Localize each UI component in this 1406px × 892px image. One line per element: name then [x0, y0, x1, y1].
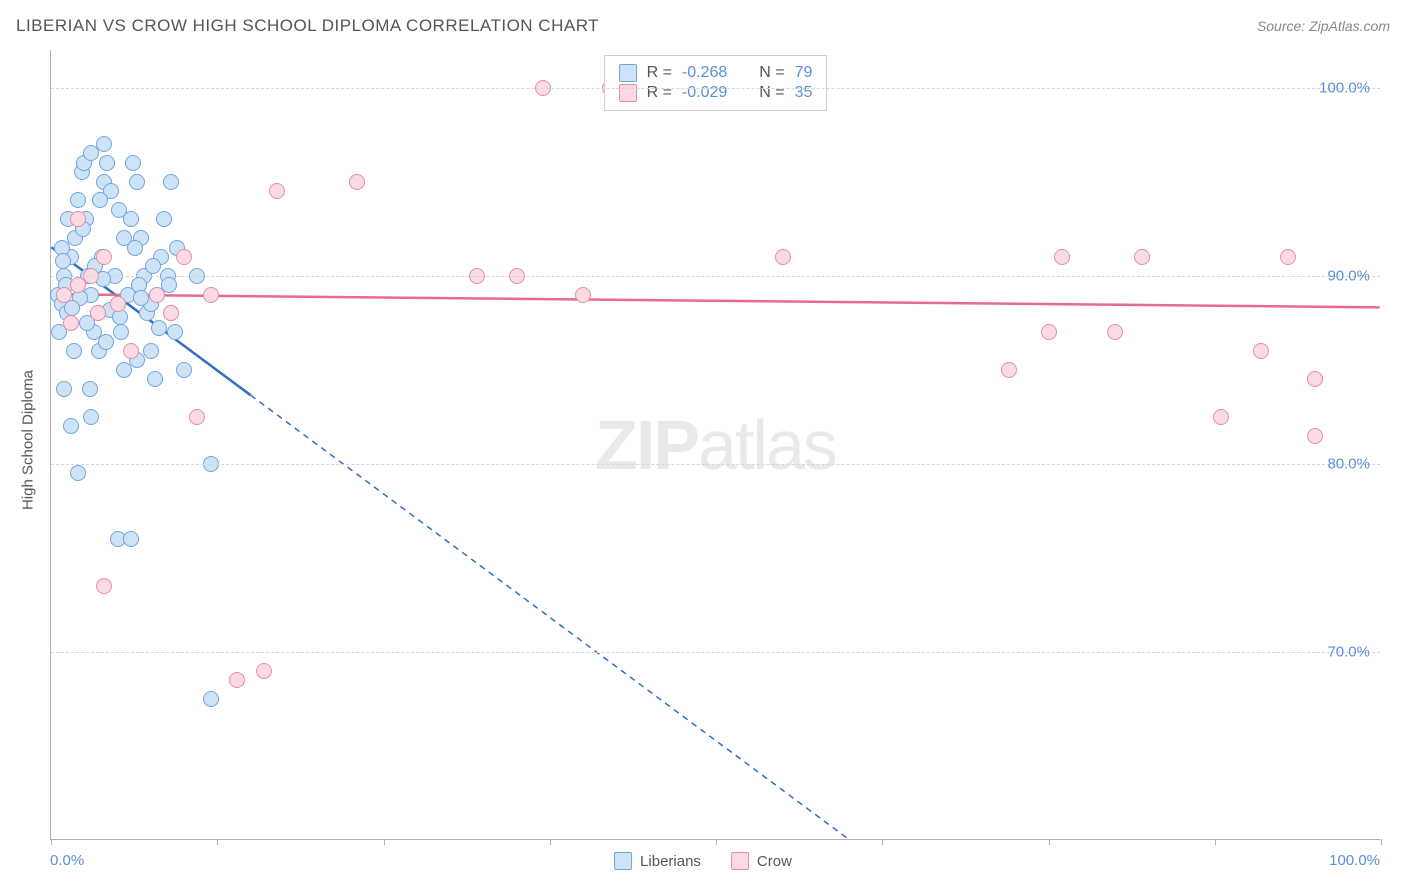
scatter-point [1280, 249, 1296, 265]
scatter-point [83, 145, 99, 161]
scatter-point [92, 192, 108, 208]
scatter-point [70, 211, 86, 227]
gridline [51, 652, 1380, 653]
legend-swatch-liberians [614, 852, 632, 870]
legend-item-liberians: Liberians [614, 852, 701, 870]
scatter-point [96, 249, 112, 265]
scatter-point [1307, 371, 1323, 387]
scatter-point [1307, 428, 1323, 444]
scatter-point [99, 155, 115, 171]
x-min-label: 0.0% [50, 852, 84, 869]
y-tick-label: 90.0% [1327, 267, 1370, 284]
x-tick [384, 839, 385, 845]
scatter-point [167, 324, 183, 340]
chart-header: LIBERIAN VS CROW HIGH SCHOOL DIPLOMA COR… [16, 12, 1390, 40]
scatter-point [176, 249, 192, 265]
x-tick [51, 839, 52, 845]
scatter-point [1107, 324, 1123, 340]
swatch-liberians [619, 64, 637, 82]
scatter-point [110, 296, 126, 312]
scatter-point [269, 183, 285, 199]
scatter-point [70, 465, 86, 481]
scatter-point [98, 334, 114, 350]
scatter-point [82, 381, 98, 397]
scatter-point [129, 174, 145, 190]
legend-item-crow: Crow [731, 852, 792, 870]
scatter-point [349, 174, 365, 190]
scatter-point [125, 155, 141, 171]
x-tick [550, 839, 551, 845]
scatter-point [96, 136, 112, 152]
y-tick-label: 70.0% [1327, 643, 1370, 660]
x-tick [1215, 839, 1216, 845]
scatter-point [56, 381, 72, 397]
stats-row-liberians: R = -0.268 N = 79 [619, 64, 813, 82]
scatter-point [229, 672, 245, 688]
scatter-point [111, 202, 127, 218]
scatter-point [1001, 362, 1017, 378]
scatter-point [1041, 324, 1057, 340]
scatter-point [63, 315, 79, 331]
scatter-point [55, 253, 71, 269]
scatter-point [1054, 249, 1070, 265]
scatter-point [1253, 343, 1269, 359]
plot-area: ZIPatlas R = -0.268 N = 79 R = -0.029 N … [50, 50, 1380, 840]
scatter-point [145, 258, 161, 274]
scatter-point [575, 287, 591, 303]
scatter-point [163, 174, 179, 190]
trend-lines [51, 50, 1380, 839]
stats-legend-box: R = -0.268 N = 79 R = -0.029 N = 35 [604, 55, 828, 111]
scatter-point [143, 343, 159, 359]
scatter-point [96, 578, 112, 594]
scatter-point [189, 409, 205, 425]
scatter-point [123, 531, 139, 547]
scatter-point [163, 305, 179, 321]
x-tick [1381, 839, 1382, 845]
scatter-point [203, 287, 219, 303]
scatter-point [147, 371, 163, 387]
watermark: ZIPatlas [595, 405, 836, 485]
x-max-label: 100.0% [1329, 852, 1380, 869]
scatter-point [133, 290, 149, 306]
scatter-point [113, 324, 129, 340]
scatter-point [1213, 409, 1229, 425]
legend-swatch-crow [731, 852, 749, 870]
x-tick [882, 839, 883, 845]
x-tick [716, 839, 717, 845]
scatter-point [775, 249, 791, 265]
scatter-point [203, 691, 219, 707]
y-tick-label: 100.0% [1319, 79, 1370, 96]
scatter-point [70, 192, 86, 208]
gridline [51, 464, 1380, 465]
scatter-point [176, 362, 192, 378]
chart-title: LIBERIAN VS CROW HIGH SCHOOL DIPLOMA COR… [16, 16, 599, 36]
gridline [51, 276, 1380, 277]
scatter-point [127, 240, 143, 256]
x-tick [217, 839, 218, 845]
scatter-point [63, 418, 79, 434]
scatter-point [66, 343, 82, 359]
scatter-point [83, 409, 99, 425]
scatter-point [156, 211, 172, 227]
scatter-point [123, 343, 139, 359]
bottom-legend: Liberians Crow [614, 852, 792, 870]
scatter-point [90, 305, 106, 321]
scatter-point [256, 663, 272, 679]
y-tick-label: 80.0% [1327, 455, 1370, 472]
chart-source: Source: ZipAtlas.com [1257, 18, 1390, 34]
scatter-point [151, 320, 167, 336]
scatter-point [1134, 249, 1150, 265]
x-tick [1049, 839, 1050, 845]
gridline [51, 88, 1380, 89]
scatter-point [149, 287, 165, 303]
y-axis-label: High School Diploma [20, 370, 37, 510]
